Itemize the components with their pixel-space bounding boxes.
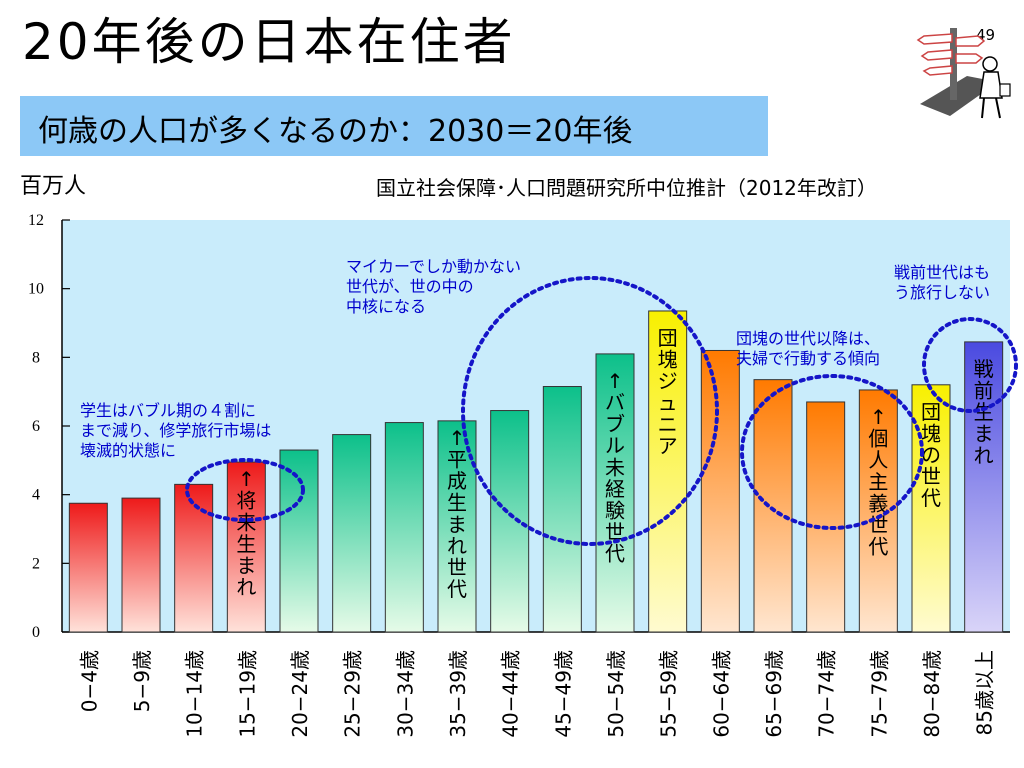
- bar-5: [332, 434, 372, 633]
- x-tick-label: 70−74歳: [815, 650, 839, 738]
- highlight-ellipse-couples: [740, 374, 924, 530]
- x-tick-label: 40−44歳: [499, 650, 523, 738]
- y-axis-unit-label: 百万人: [20, 174, 87, 199]
- y-tick-label: 8: [32, 349, 40, 366]
- highlight-ellipse-students: [185, 458, 305, 522]
- x-tick-label: 35−39歳: [446, 650, 470, 738]
- bar-10: [595, 353, 635, 633]
- bar-2: [174, 483, 214, 633]
- x-tick-label: 20−24歳: [288, 650, 312, 738]
- plot-area: [62, 220, 1010, 632]
- y-tick-label: 4: [32, 487, 40, 504]
- bar-label-7: ↑平成生まれ世代: [447, 426, 467, 601]
- x-tick-label: 30−34歳: [393, 650, 417, 738]
- bar-9: [542, 386, 582, 633]
- subtitle-text: 何歳の人口が多くなるのか：2030＝20年後: [38, 114, 633, 149]
- x-tick-label: 25−29歳: [341, 650, 365, 738]
- x-tick-label: 65−69歳: [762, 650, 786, 738]
- signpost-person-icon: [916, 28, 1011, 119]
- subtitle-banner: 何歳の人口が多くなるのか：2030＝20年後: [20, 96, 768, 156]
- slide-title: 20年後の日本在住者: [22, 13, 516, 71]
- annotation-left: 学生はバブル期の４割にまで減り、修学旅行市場は壊滅的状態に: [80, 401, 271, 460]
- x-tick-label: 15−19歳: [235, 650, 259, 738]
- bar-8: [490, 410, 530, 633]
- bar-label-16: 団塊の世代: [921, 400, 941, 510]
- highlight-ellipse-car-generation: [461, 276, 719, 546]
- x-tick-label: 50−54歳: [604, 650, 628, 738]
- x-tick-label: 80−84歳: [920, 650, 944, 738]
- bar-label-3: ↑将来生まれ: [236, 467, 256, 599]
- bar-3: [226, 461, 266, 633]
- data-source-note: 国立社会保障･人口問題研究所中位推計（2012年改訂）: [376, 176, 877, 200]
- x-tick-label: 75−79歳: [867, 650, 891, 738]
- y-tick-label: 6: [32, 418, 40, 435]
- bar-14: [806, 401, 846, 633]
- x-tick-label: 0−4歳: [77, 650, 101, 712]
- bar-11: [648, 310, 688, 633]
- annotation-far-right: 戦前世代はもう旅行しない: [894, 263, 990, 302]
- bar-13: [753, 379, 793, 633]
- bar-17: [964, 341, 1004, 633]
- bar-label-10: ↑バブル未経験世代: [605, 369, 625, 566]
- x-tick-label: 45−49歳: [551, 650, 575, 738]
- bar-label-17: 戦前生まれ: [974, 357, 994, 467]
- bar-6: [384, 422, 424, 633]
- bar-label-11: 団塊ジュニア: [658, 326, 678, 458]
- x-tick-label: 85歳以上: [973, 650, 997, 735]
- highlight-ellipse-prewar: [922, 317, 1018, 413]
- bar-1: [121, 497, 161, 633]
- bar-4: [279, 449, 319, 633]
- y-tick-label: 10: [28, 281, 44, 298]
- x-tick-label: 60−64歳: [709, 650, 733, 738]
- bar-label-15: ↑個人主義世代: [868, 405, 888, 559]
- annotation-right: 団塊の世代以降は、夫婦で行動する傾向: [736, 329, 880, 368]
- x-tick-label: 10−14歳: [183, 650, 207, 738]
- x-tick-label: 55−59歳: [657, 650, 681, 738]
- annotation-center: マイカーでしか動かない世代が、世の中の中核になる: [346, 257, 521, 316]
- y-tick-label: 2: [32, 555, 40, 572]
- bar-0: [68, 502, 108, 633]
- x-tick-label: 5−9歳: [130, 650, 154, 712]
- bar-15: [858, 389, 898, 633]
- y-tick-label: 0: [32, 624, 40, 641]
- y-tick-label: 12: [28, 212, 44, 229]
- bar-12: [700, 349, 740, 633]
